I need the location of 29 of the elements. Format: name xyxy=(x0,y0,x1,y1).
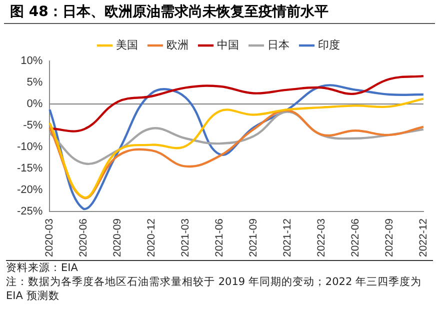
y-tick-label: 10% xyxy=(20,55,43,68)
y-tick-label: 0% xyxy=(26,98,43,110)
legend-label: 中国 xyxy=(216,38,239,52)
chart-title: 图 48：日本、欧洲原油需求尚未恢复至疫情前水平 xyxy=(4,0,435,24)
legend-label: 印度 xyxy=(318,38,340,52)
x-tick-label: 2020-03 xyxy=(44,218,56,258)
line-series xyxy=(48,110,424,165)
x-tick-label: 2022-12 xyxy=(417,218,430,258)
x-tick-label: 2020-06 xyxy=(78,218,90,258)
x-tick-label: 2022-06 xyxy=(349,218,362,258)
x-tick-label: 2022-03 xyxy=(315,218,328,258)
x-tick-label: 2021-06 xyxy=(213,218,226,258)
text: 资料来源：EIA xyxy=(6,261,79,275)
x-tick-label: 2020-12 xyxy=(145,218,158,258)
y-tick-label: -20% xyxy=(16,184,43,196)
legend-label: 日本 xyxy=(267,38,290,52)
x-tick-label: 2021-09 xyxy=(247,218,260,258)
y-tick-label: -25% xyxy=(16,205,43,218)
y-tick-label: -5% xyxy=(23,120,43,132)
legend-label: 美国 xyxy=(116,38,138,52)
x-tick-label: 2020-09 xyxy=(112,218,124,258)
y-tick-label: 5% xyxy=(26,76,43,89)
x-tick-label: 2022-09 xyxy=(383,218,396,258)
x-tick-label: 2021-12 xyxy=(281,218,294,258)
legend-label: 欧洲 xyxy=(166,38,188,52)
y-tick-label: -10% xyxy=(16,141,43,154)
text: 注：数据为各季度各地区石油需求量相较于 2019 年同期的变动；2022 年三四季度为 EIA 预测数 xyxy=(6,275,422,303)
y-tick-label: -15% xyxy=(16,162,43,175)
x-tick-label: 2021-03 xyxy=(179,218,192,258)
